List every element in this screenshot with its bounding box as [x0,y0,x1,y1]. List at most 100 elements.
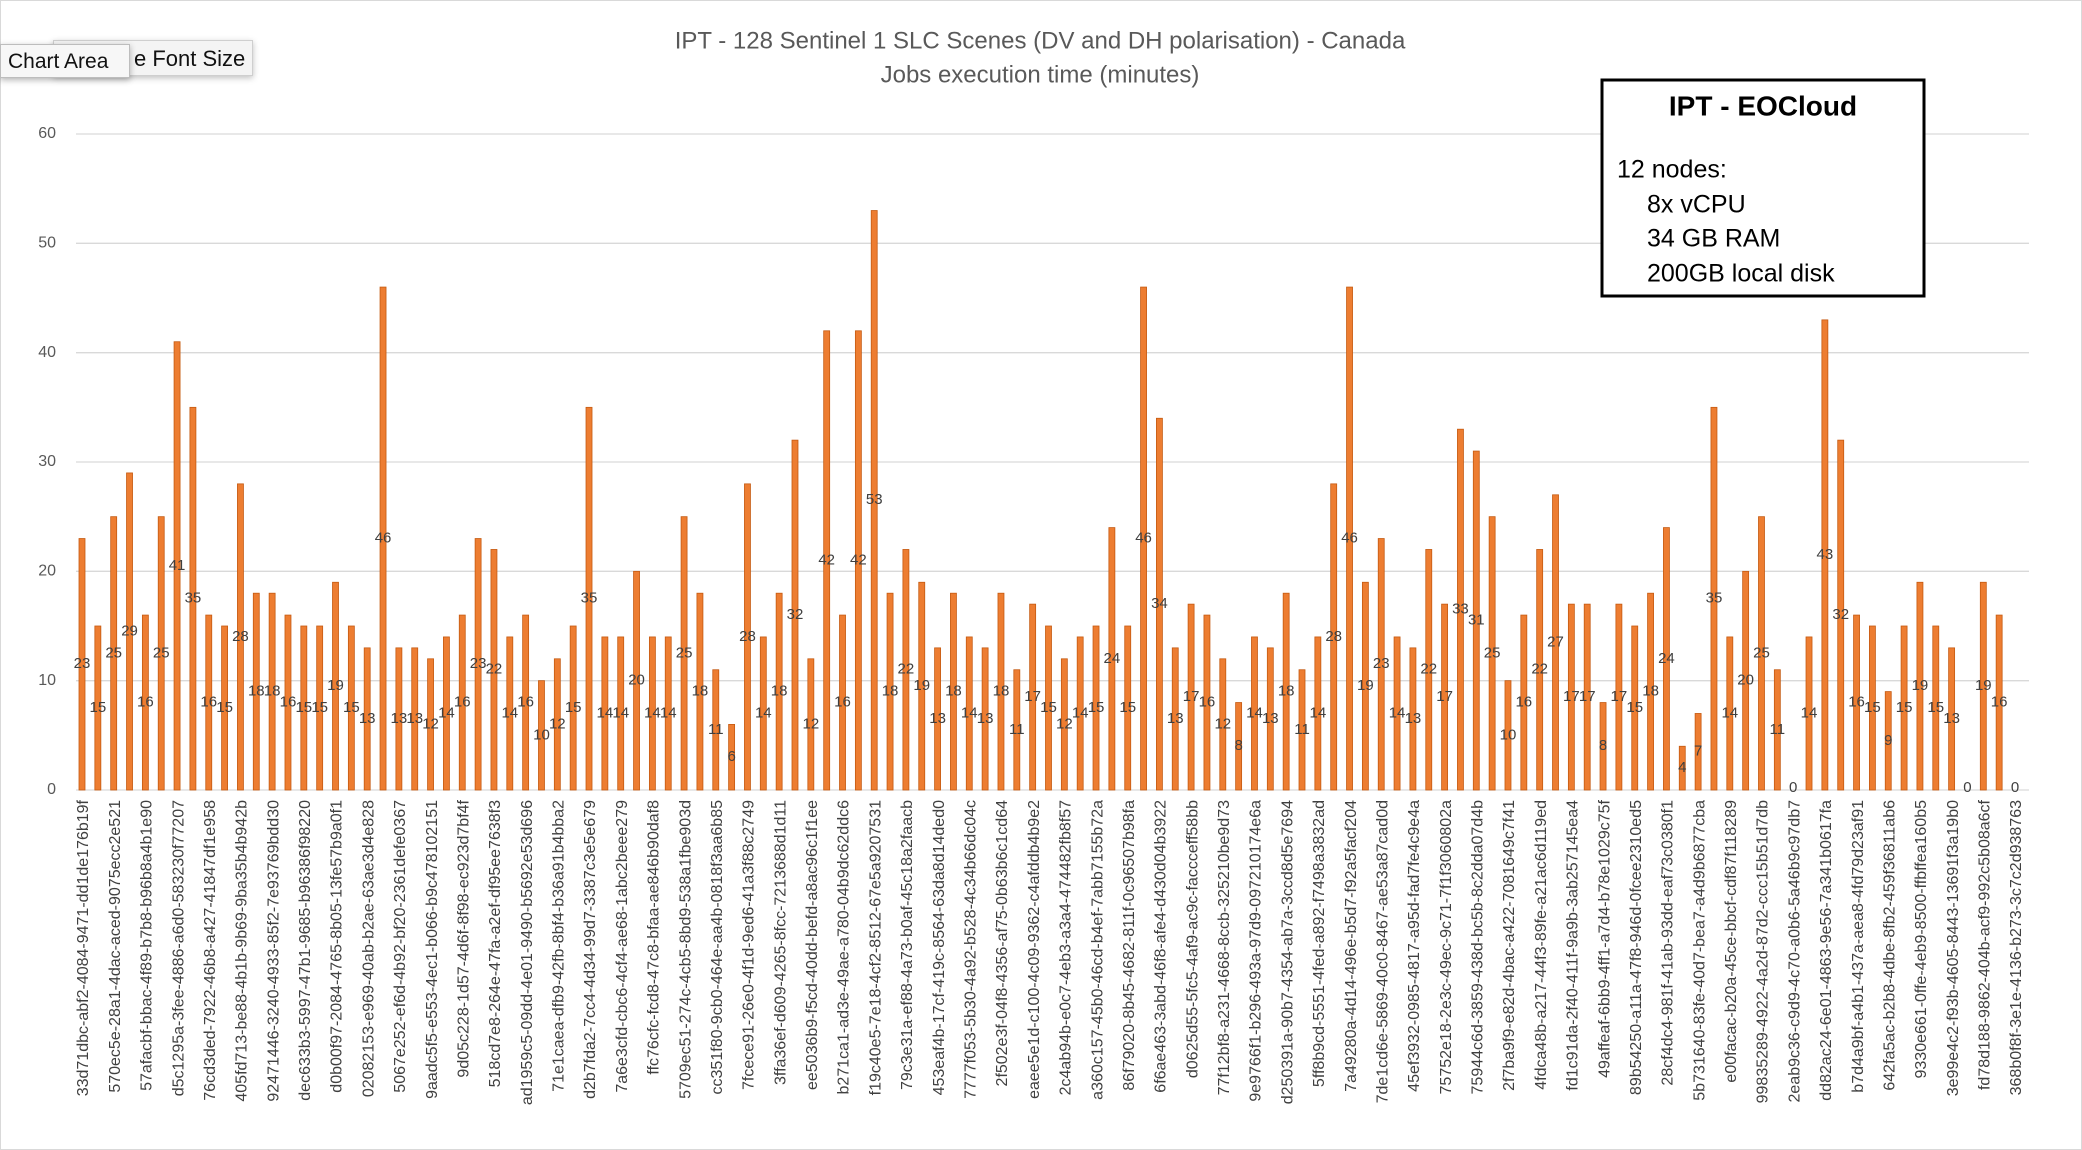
bar [1869,625,1876,791]
data-label: 23 [1373,655,1390,672]
bar [950,592,957,791]
data-label: 27 [1547,633,1564,650]
bar [680,516,688,791]
bar [1821,319,1829,791]
bar [1567,603,1575,791]
data-label: 14 [755,704,772,721]
data-label: 19 [913,677,930,694]
x-tick-label: eaee5e1d-c100-4c09-9362-c4afddb4b9e2 [1026,800,1043,1099]
text-box-title: IPT - EOCloud [1669,90,1857,121]
data-label: 24 [1104,650,1121,667]
bar [1884,691,1892,791]
bar [205,614,213,791]
data-label: 11 [1009,721,1025,738]
x-tick-label: f19c40e5-7e18-4cf2-8512-67e5a9207531 [867,800,884,1095]
data-label: 11 [1294,721,1310,738]
data-label: 32 [787,606,804,623]
x-tick-label: ee5036b9-f5cd-40dd-befd-a8ac96c1f1ee [804,800,821,1090]
data-label: 18 [1642,683,1659,700]
bar [1663,527,1670,791]
bar [157,516,165,791]
data-label: 13 [1943,710,1960,727]
data-label: 12 [549,715,566,732]
bar [237,483,244,791]
bar [807,658,815,791]
data-label: 29 [121,622,138,639]
x-tick-label: cc351f80-9cb0-464e-aa4b-0818f3aa6b85 [709,800,726,1095]
x-tick-label: d250391a-90b7-4354-ab7a-3ccd8d5e7694 [1279,800,1296,1104]
x-tick-label: 9e9766f1-b296-493a-97d9-097210174e6a [1248,800,1265,1102]
data-label: 17 [1579,688,1596,705]
data-label: 16 [1515,694,1532,711]
bar [1361,581,1369,791]
data-label: 18 [993,683,1010,700]
x-tick-label: 4fdca48b-a217-44f3-89fe-a21ac6d119ed [1533,800,1550,1090]
bar [490,549,498,791]
x-tick-label: 7de1cd6e-5869-40c0-8467-ae53a87cad0d [1374,800,1391,1103]
tooltip: Chart Area [0,44,130,78]
text-box-line: 200GB local disk [1647,260,1835,288]
bar [443,636,450,791]
bar [1710,406,1718,791]
bar [1441,603,1449,791]
x-tick-label: 2eab9c36-c9d9-4c70-a0b6-5a46b9c97db7 [1786,800,1803,1103]
bar [1409,647,1417,791]
bar [854,330,862,791]
y-tick-label: 40 [38,344,56,361]
data-label: 11 [1770,721,1786,738]
x-tick-label: 7777f053-5b30-4a92-b528-4c34b66dc04c [962,800,979,1099]
data-label: 16 [1199,694,1216,711]
data-label: 13 [391,710,408,727]
x-tick-label: 2f7ba9f9-e82d-4bac-a422-7081649c7f41 [1501,800,1518,1091]
x-tick-label: 28cf4dc4-981f-41ab-93dd-eaf73c0380f1 [1660,800,1677,1086]
bar [1599,702,1607,791]
bar [1948,647,1956,791]
data-label: 14 [438,704,455,721]
bar [379,286,387,791]
data-label: 35 [581,590,598,607]
bar [1013,669,1021,791]
data-label: 18 [692,683,709,700]
bar [427,658,434,791]
x-tick-label: 75752e18-2e3c-49ec-9c71-7f1f3060802a [1438,800,1455,1095]
bar [1615,603,1623,791]
data-label: 31 [1468,612,1485,629]
data-label: 15 [565,699,582,716]
bar [474,538,482,791]
bar [965,636,973,791]
x-tick-label: 642fa5ac-b2b8-4dbe-8fb2-459f36811ab6 [1881,800,1898,1091]
data-label: 14 [1310,704,1327,721]
x-tick-label: 76cd3ded-7922-46b8-a427-41847df1e958 [202,800,219,1101]
x-tick-label: 5ff8b9cd-5551-4fed-a892-f7498a3832ad [1311,800,1328,1087]
x-tick-label: 5b731640-83fe-40d7-bea7-a4d9b6877cba [1691,800,1708,1101]
data-label: 14 [1072,704,1089,721]
x-tick-label: a360c157-45b0-46cd-b4ef-7abb7155b72a [1089,800,1106,1100]
data-label: 25 [153,644,170,661]
data-label: 46 [1341,530,1358,547]
bar [1631,625,1639,791]
x-tick-label: 2f502e3f-04f8-4356-af75-0b63b6c1cd64 [994,800,1011,1087]
bar [1472,450,1480,791]
bar [934,647,941,791]
data-label: 46 [375,530,392,547]
data-label: 19 [327,677,344,694]
y-tick-label: 0 [47,781,56,798]
bar [744,483,751,791]
x-tick-label: 71e1caea-dfb9-42fb-8bf4-b36a91b4bba2 [551,800,568,1092]
data-label: 14 [644,704,661,721]
data-label: 4 [1678,759,1686,776]
bar [997,592,1005,791]
bar [1853,614,1860,791]
data-label: 18 [771,683,788,700]
data-label: 22 [486,661,503,678]
data-label: 18 [945,683,962,700]
bar [1425,549,1433,791]
bar [1203,614,1211,791]
x-tick-label: 518cd7e8-264e-47fa-a2ef-df95ee7638f3 [487,800,504,1087]
bar [1678,745,1686,791]
bar [1647,592,1654,791]
x-tick-label: 57afacbf-bbac-4f89-b7b8-b96b8a4b1e90 [139,800,156,1091]
data-label: 16 [280,694,297,711]
data-label: 15 [1088,699,1105,716]
data-label: 16 [137,694,154,711]
